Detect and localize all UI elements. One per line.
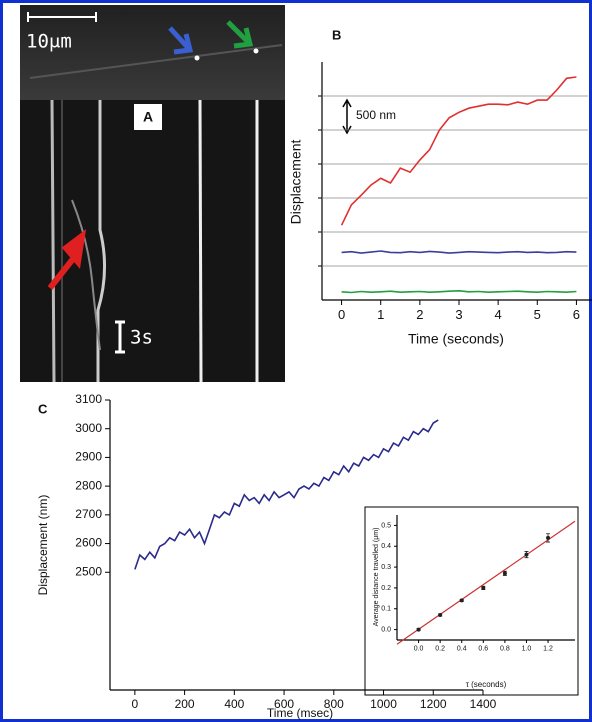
x-tick-label: 1.0 xyxy=(522,645,532,652)
x-tick-label: 0.8 xyxy=(500,645,510,652)
data-line xyxy=(134,419,439,570)
point xyxy=(502,571,507,576)
y-tick-label: 2700 xyxy=(75,507,102,521)
y-axis-label: Displacement xyxy=(288,139,304,224)
x-tick-label: 1400 xyxy=(470,697,497,711)
x-tick-label: 800 xyxy=(324,697,344,711)
x-tick-label: 1 xyxy=(377,307,384,322)
inset-frame xyxy=(364,506,579,696)
data-line xyxy=(341,250,577,254)
point xyxy=(524,552,529,557)
y-tick-label: 2900 xyxy=(75,450,102,464)
y-tick-label: 0.2 xyxy=(381,585,391,592)
panel-label: C xyxy=(38,401,48,416)
green-arrow xyxy=(226,20,254,49)
x-tick-label: 4 xyxy=(495,307,502,322)
blue-arrow xyxy=(168,26,194,55)
x-tick-label: 0.6 xyxy=(478,645,488,652)
track xyxy=(96,100,106,382)
x-tick-label: 3 xyxy=(455,307,462,322)
data-line xyxy=(340,76,577,226)
x-tick-label: 400 xyxy=(224,697,244,711)
panel-a: 10μm A 3s xyxy=(20,5,285,383)
y-tick-label: 0.3 xyxy=(381,564,391,571)
y-tick-label: 2800 xyxy=(75,478,102,492)
y-axis-label: Average distance travelled (μm) xyxy=(373,528,380,627)
y-tick-label: 0.5 xyxy=(381,522,391,529)
track xyxy=(71,199,101,351)
x-tick-label: 1000 xyxy=(370,697,397,711)
micrograph-top xyxy=(20,5,285,100)
x-tick-label: 0.2 xyxy=(435,645,445,652)
x-tick-label: 1.2 xyxy=(543,645,553,652)
point xyxy=(481,585,486,590)
x-axis-label: τ (seconds) xyxy=(466,680,507,689)
panel-label: A xyxy=(143,109,153,125)
particle xyxy=(194,55,200,61)
x-tick-label: 0.0 xyxy=(414,645,424,652)
panel-label-box xyxy=(134,104,162,130)
track xyxy=(198,99,203,383)
x-tick-label: 2 xyxy=(416,307,423,322)
y-tick-label: 0.0 xyxy=(381,626,391,633)
annotation: 500 nm xyxy=(356,108,396,122)
x-tick-label: 0 xyxy=(132,697,139,711)
x-tick-label: 5 xyxy=(534,307,541,322)
panel-label: B xyxy=(332,27,341,42)
particle xyxy=(253,48,259,54)
y-tick-label: 0.1 xyxy=(381,606,391,613)
x-axis-label: Time (msec) xyxy=(267,706,333,720)
y-tick-label: 0.4 xyxy=(381,543,391,550)
x-tick-label: 0 xyxy=(338,307,345,322)
point xyxy=(546,535,551,540)
x-tick-label: 6 xyxy=(573,307,580,322)
fit-line xyxy=(396,520,576,645)
y-tick-label: 2600 xyxy=(75,536,102,550)
point xyxy=(459,598,464,603)
track xyxy=(50,99,56,383)
point xyxy=(416,627,421,632)
red-arrow xyxy=(47,229,87,290)
x-tick-label: 0.4 xyxy=(457,645,467,652)
annotation-arrow xyxy=(342,98,352,135)
y-tick-label: 3100 xyxy=(75,392,102,406)
y-axis-label: Displacement (nm) xyxy=(36,495,50,596)
x-tick-label: 600 xyxy=(274,697,294,711)
scale-label: 10μm xyxy=(26,31,72,53)
x-axis-label: Time (seconds) xyxy=(408,331,504,347)
time-label: 3s xyxy=(130,327,153,349)
y-tick-label: 2500 xyxy=(75,564,102,578)
x-tick-label: 1200 xyxy=(420,697,447,711)
filament xyxy=(29,44,283,79)
point xyxy=(438,613,443,617)
x-tick-label: 200 xyxy=(175,697,195,711)
y-tick-label: 3000 xyxy=(75,421,102,435)
data-line xyxy=(341,289,577,294)
kymograph xyxy=(20,100,285,382)
